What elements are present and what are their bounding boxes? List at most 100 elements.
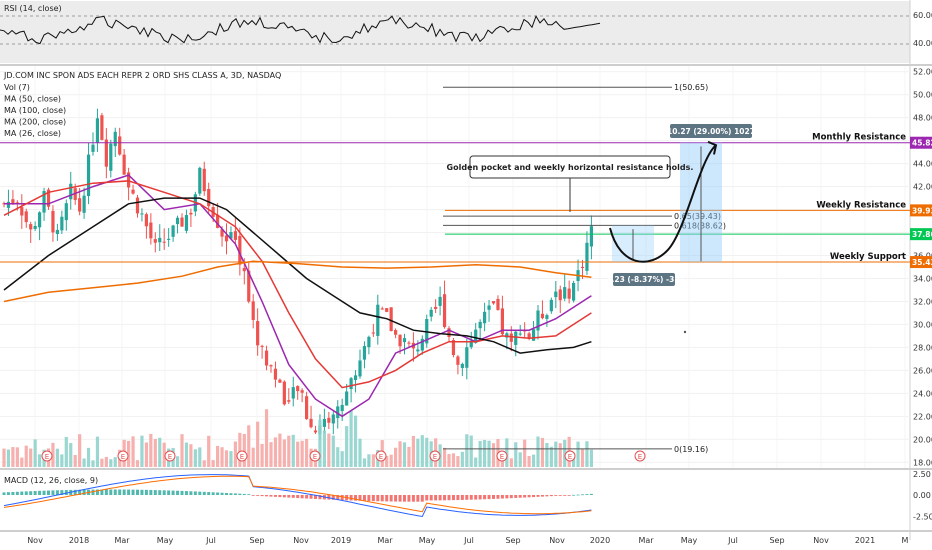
candle bbox=[549, 299, 553, 312]
macd-histogram-bar bbox=[180, 490, 184, 495]
volume-bar bbox=[33, 439, 37, 467]
y-tick-label: 42.00 bbox=[913, 183, 932, 192]
volume-bar bbox=[78, 434, 82, 467]
macd-histogram-bar bbox=[540, 495, 544, 497]
candle bbox=[580, 266, 585, 268]
candle bbox=[122, 154, 126, 175]
macd-histogram-bar bbox=[95, 489, 99, 495]
candle bbox=[420, 338, 424, 351]
volume-bar bbox=[135, 460, 140, 467]
x-tick-label: 2021 bbox=[855, 536, 875, 545]
candle bbox=[376, 304, 380, 336]
earnings-marker bbox=[429, 450, 441, 462]
volume-bar bbox=[127, 440, 131, 467]
candle bbox=[220, 229, 224, 237]
candle bbox=[95, 118, 100, 143]
macd-histogram-bar bbox=[104, 489, 108, 495]
rsi-label: RSI (14, close) bbox=[4, 4, 62, 13]
macd-histogram-bar bbox=[407, 495, 411, 502]
macd-histogram-bar bbox=[118, 489, 122, 495]
macd-histogram-bar bbox=[527, 495, 531, 498]
volume-bar bbox=[264, 409, 269, 467]
macd-histogram-bar bbox=[171, 490, 175, 495]
volume-bar bbox=[158, 437, 162, 467]
candle bbox=[385, 308, 389, 312]
candle bbox=[514, 331, 518, 345]
volume-bar bbox=[82, 458, 86, 467]
macd-histogram-bar bbox=[296, 495, 300, 499]
y-tick-label: 28.00 bbox=[913, 343, 932, 352]
macd-histogram-bar bbox=[158, 490, 162, 495]
projection-arrowhead bbox=[707, 140, 718, 155]
earnings-marker bbox=[309, 450, 321, 462]
candle bbox=[536, 310, 540, 331]
macd-histogram-bar bbox=[300, 495, 304, 499]
macd-histogram-bar bbox=[380, 495, 384, 502]
macd-histogram-bar bbox=[149, 489, 153, 495]
candle bbox=[474, 329, 478, 343]
candle bbox=[144, 214, 148, 227]
volume-bar bbox=[558, 443, 562, 467]
candle bbox=[269, 365, 273, 367]
fib-label: 0.618(38.62) bbox=[674, 221, 726, 230]
candle bbox=[158, 237, 162, 243]
candle bbox=[109, 143, 113, 171]
volume-bar bbox=[109, 459, 113, 467]
price-tag-label: 45.82 bbox=[912, 139, 932, 148]
candle bbox=[518, 333, 522, 335]
candle bbox=[287, 400, 291, 402]
candle bbox=[256, 321, 260, 346]
candle bbox=[104, 139, 108, 167]
volume-bar bbox=[554, 441, 558, 467]
candle bbox=[64, 203, 68, 221]
macd-histogram-bar bbox=[176, 490, 180, 495]
candle bbox=[260, 345, 264, 347]
candle bbox=[11, 199, 15, 204]
macd-histogram-bar bbox=[24, 491, 28, 495]
macd-histogram-bar bbox=[487, 495, 491, 500]
candle bbox=[198, 167, 202, 194]
candle bbox=[371, 332, 375, 334]
macd-histogram-bar bbox=[549, 495, 553, 497]
macd-histogram-bar bbox=[287, 495, 291, 498]
macd-histogram-bar bbox=[82, 489, 86, 495]
volume-bar bbox=[523, 439, 527, 467]
x-tick-label: Sep bbox=[505, 536, 520, 545]
macd-histogram-bar bbox=[460, 495, 464, 500]
volume-bar bbox=[420, 435, 424, 467]
macd-histogram-bar bbox=[420, 495, 424, 502]
volume-bar bbox=[211, 460, 215, 467]
candle bbox=[51, 210, 55, 233]
macd-histogram-bar bbox=[162, 490, 166, 495]
macd-histogram-bar bbox=[211, 492, 215, 495]
y-tick-label: 24.00 bbox=[913, 389, 932, 398]
macd-histogram-bar bbox=[500, 495, 504, 499]
volume-bar bbox=[73, 454, 77, 467]
volume-bar bbox=[95, 436, 100, 467]
macd-histogram-bar bbox=[416, 495, 420, 502]
macd-histogram-bar bbox=[122, 489, 126, 495]
y-tick-label: 30.00 bbox=[913, 320, 932, 329]
volume-bar bbox=[60, 454, 64, 467]
volume-bar bbox=[184, 442, 189, 467]
macd-histogram-bar bbox=[358, 495, 362, 501]
x-tick-label: Sep bbox=[249, 536, 264, 545]
macd-histogram-bar bbox=[202, 491, 206, 495]
candle bbox=[434, 306, 438, 309]
volume-bar bbox=[483, 439, 487, 467]
volume-bar bbox=[540, 437, 545, 467]
candle bbox=[327, 417, 331, 423]
macd-histogram-bar bbox=[314, 495, 317, 499]
macd-histogram-bar bbox=[193, 491, 197, 495]
macd-histogram-bar bbox=[153, 490, 157, 495]
volume-bar bbox=[131, 436, 135, 467]
candle bbox=[24, 211, 28, 223]
candle bbox=[251, 301, 255, 320]
macd-histogram-bar bbox=[265, 495, 269, 497]
earnings-marker-label: E bbox=[568, 453, 572, 461]
macd-histogram-bar bbox=[438, 495, 442, 501]
fib-label: 1(50.65) bbox=[674, 83, 708, 92]
macd-histogram-bar bbox=[394, 495, 398, 502]
volume-bar bbox=[447, 453, 451, 467]
macd-histogram-bar bbox=[505, 495, 509, 499]
